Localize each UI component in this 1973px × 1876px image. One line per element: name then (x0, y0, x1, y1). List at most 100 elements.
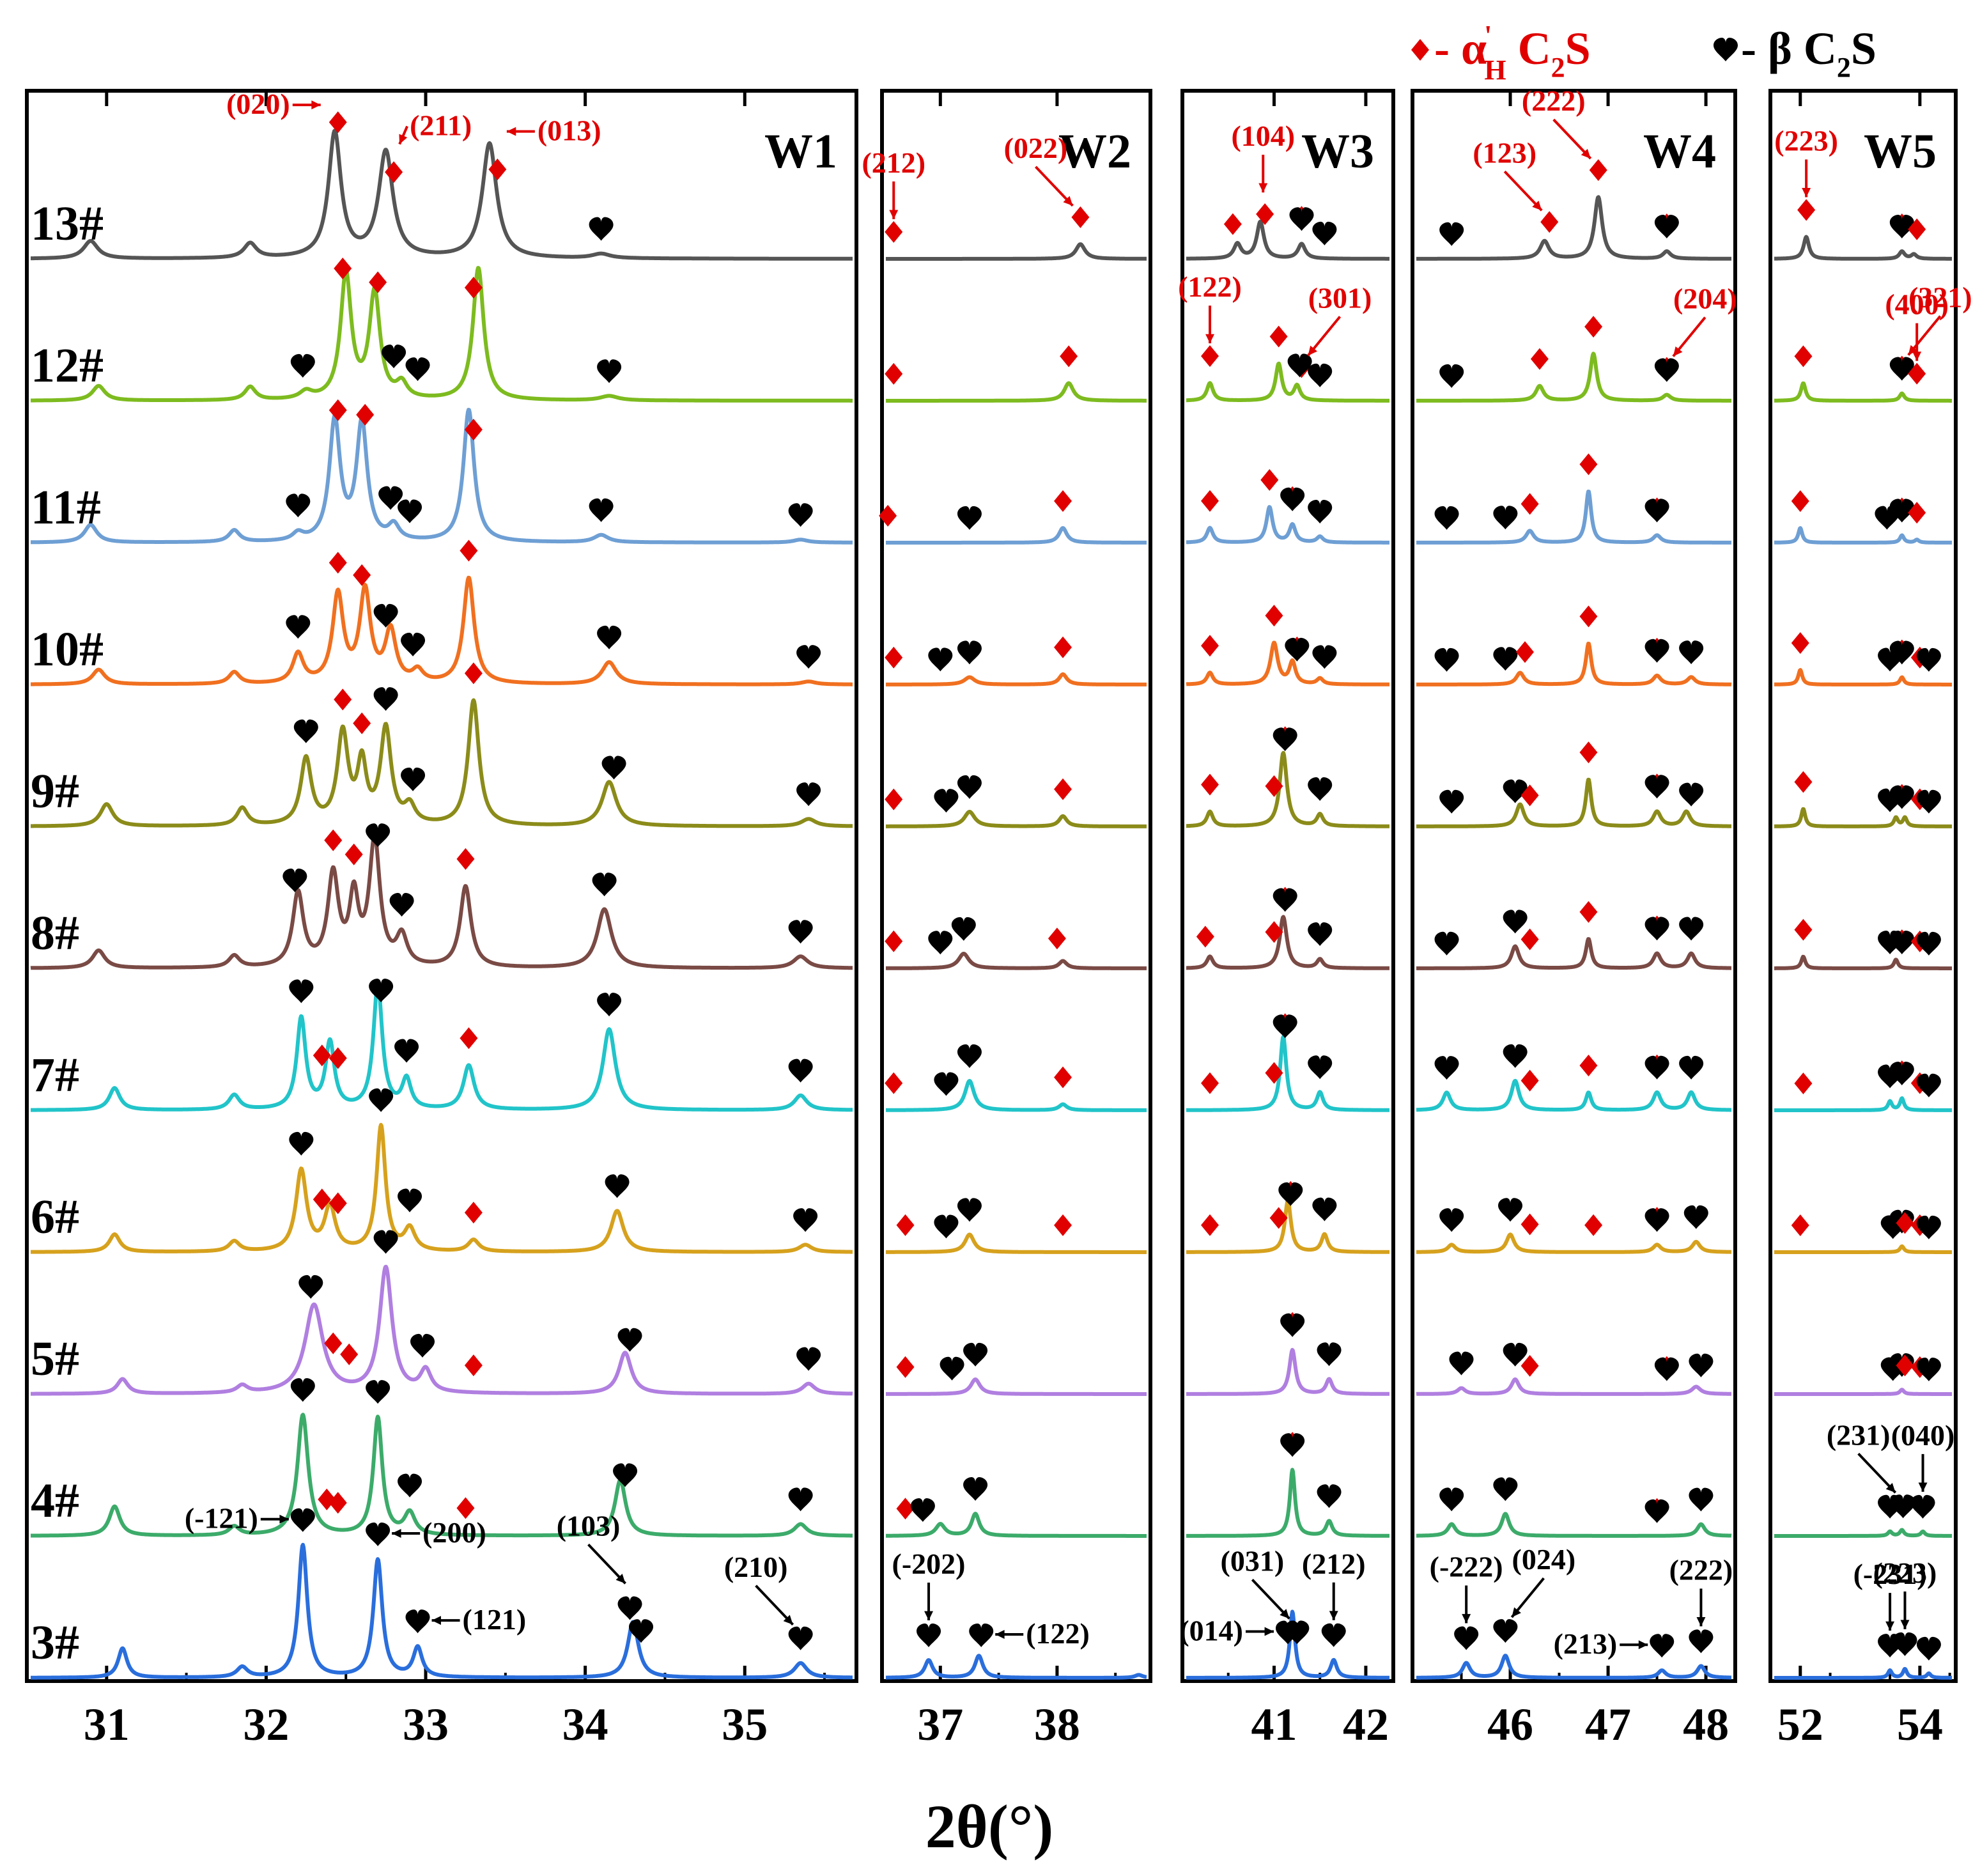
beta-marker (1434, 931, 1459, 956)
beta-marker (788, 503, 813, 527)
beta-marker (1280, 487, 1305, 511)
alpha-marker (329, 111, 347, 134)
series-line (1773, 381, 1953, 403)
hkl-label: (-202) (892, 1547, 966, 1580)
panel-frame (1411, 89, 1737, 1683)
alpha-marker (353, 564, 371, 586)
legend: - α' H C2S - β C2S (1411, 20, 1876, 86)
beta-marker (1280, 1313, 1305, 1337)
beta-marker (1689, 1353, 1714, 1377)
hkl-arrowhead (431, 1616, 441, 1625)
beta-marker (1434, 647, 1459, 672)
hkl-arrowhead (392, 1529, 401, 1538)
hkl-arrowhead (1802, 188, 1811, 198)
series-9 (29, 662, 1953, 828)
hkl-arrowhead (1258, 183, 1268, 193)
alpha-marker (1896, 1354, 1914, 1377)
beta-marker (1280, 1433, 1305, 1457)
beta-marker (398, 499, 422, 523)
beta-marker (298, 1275, 323, 1299)
hkl-arrowhead (1673, 346, 1683, 357)
beta-marker (1654, 358, 1679, 382)
alpha-marker (896, 1356, 915, 1378)
hkl-label: (122) (1026, 1617, 1090, 1650)
beta-marker (1503, 1044, 1528, 1068)
beta-marker (1889, 357, 1914, 381)
beta-marker (378, 486, 403, 510)
beta-marker (1644, 639, 1669, 663)
beta-marker (1439, 1487, 1464, 1512)
beta-marker (1644, 499, 1669, 523)
x-tick-label: 33 (403, 1699, 449, 1750)
beta-marker (1308, 1055, 1333, 1080)
alpha-marker (1584, 1214, 1603, 1236)
alpha-marker (1256, 203, 1274, 225)
beta-marker (1493, 1619, 1518, 1643)
beta-marker (1689, 1629, 1714, 1654)
series-line (1415, 641, 1733, 686)
series-4 (29, 1378, 1953, 1538)
series-line (885, 952, 1148, 970)
sample-label: 3# (31, 1616, 79, 1670)
series-10 (29, 539, 1953, 686)
sample-label: 10# (31, 623, 104, 676)
sample-label: 12# (31, 339, 104, 392)
beta-marker (1289, 207, 1314, 231)
beta-marker (928, 647, 953, 672)
hkl-arrowhead (1308, 345, 1318, 356)
alpha-marker (329, 1492, 347, 1514)
hkl-label: (231) (1827, 1418, 1891, 1451)
alpha-marker (885, 788, 903, 810)
hkl-arrowhead (506, 127, 516, 136)
series-line (1773, 668, 1953, 686)
beta-marker (410, 1333, 435, 1358)
alpha-marker (1223, 213, 1242, 235)
beta-marker (1889, 214, 1914, 238)
beta-marker (963, 1342, 988, 1367)
beta-marker (366, 1380, 391, 1404)
hkl-arrowhead (279, 1514, 289, 1524)
x-tick-label: 32 (243, 1699, 289, 1750)
beta-marker (796, 782, 821, 807)
beta-marker (796, 1347, 821, 1371)
beta-marker (366, 1522, 391, 1546)
sample-label: 8# (31, 906, 79, 960)
panel-name: W2 (1058, 125, 1131, 178)
beta-marker (597, 625, 622, 649)
beta-marker (1910, 1494, 1935, 1519)
hkl-arrowhead (783, 1615, 793, 1625)
x-tick-label: 35 (722, 1699, 768, 1750)
series-line (1415, 777, 1733, 828)
x-tick-label: 38 (1034, 1699, 1080, 1750)
series-line (1185, 640, 1391, 686)
beta-marker (1644, 775, 1669, 799)
beta-marker (1916, 1636, 1941, 1661)
beta-marker (290, 1378, 315, 1402)
series-8 (29, 823, 1953, 970)
alpha-marker (1411, 39, 1429, 61)
beta-marker (290, 1508, 315, 1532)
alpha-marker (464, 276, 483, 298)
hkl-arrowhead (1063, 196, 1073, 206)
beta-marker (369, 979, 394, 1003)
x-tick-label: 46 (1487, 1699, 1533, 1750)
beta-marker (1278, 1182, 1303, 1206)
alpha-marker (1265, 921, 1283, 943)
panel-w2: W2 37 38 (880, 89, 1152, 1750)
beta-marker (1439, 364, 1464, 388)
beta-marker (1493, 1477, 1518, 1501)
beta-marker (957, 1044, 982, 1068)
alpha-marker (1201, 1214, 1219, 1236)
hkl-label: (022) (1004, 132, 1068, 164)
beta-marker (796, 645, 821, 669)
alpha-marker (885, 930, 903, 952)
hkl-label: (123) (1473, 136, 1536, 169)
beta-marker (398, 1188, 422, 1213)
beta-marker (1308, 499, 1333, 523)
series-line (1185, 750, 1391, 828)
beta-marker (613, 1463, 638, 1487)
beta-marker (788, 1626, 813, 1650)
hkl-arrowhead (995, 1630, 1005, 1639)
panel-w1: W1 31 32 33 34 35 (25, 89, 858, 1750)
panel-name: W3 (1301, 125, 1374, 178)
